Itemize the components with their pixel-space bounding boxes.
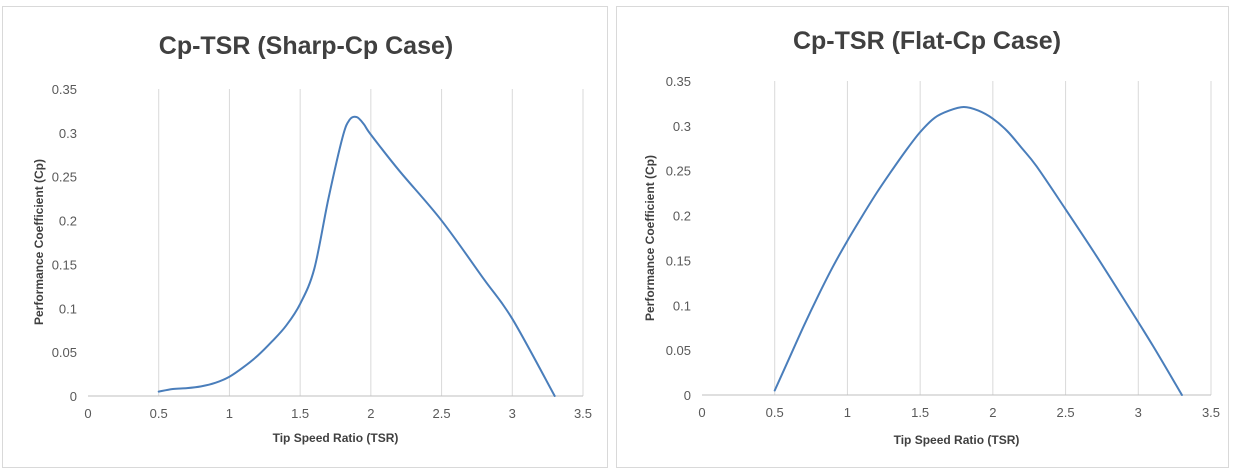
x-tick-label: 1.5 (911, 405, 929, 420)
x-tick-label: 0.5 (766, 405, 784, 420)
y-tick-label: 0.35 (666, 74, 691, 89)
y-tick-label: 0.05 (666, 343, 691, 358)
y-tick-label: 0.2 (673, 209, 691, 224)
x-tick-label: 3.5 (574, 406, 592, 421)
x-tick-label: 0 (84, 406, 91, 421)
y-tick-label: 0.2 (59, 214, 77, 229)
y-tick-label: 0.3 (59, 126, 77, 141)
y-tick-label: 0.1 (59, 301, 77, 316)
x-tick-label: 2 (989, 405, 996, 420)
y-tick-label: 0.25 (52, 170, 77, 185)
x-axis-title: Tip Speed Ratio (TSR) (273, 431, 399, 445)
y-tick-label: 0.25 (666, 164, 691, 179)
x-tick-label: 3.5 (1202, 405, 1220, 420)
chart-svg-flat: Cp-TSR (Flat-Cp Case) 0 0.5 1 1.5 2 2.5 3 3.5 0 0.… (643, 27, 1220, 447)
chart-title: Cp-TSR (Sharp-Cp Case) (159, 32, 453, 60)
x-tick-label: 2 (367, 406, 374, 421)
y-tick-label: 0.3 (673, 119, 691, 134)
chart-svg-sharp: Cp-TSR (Sharp-Cp Case) 0 0.5 1 1.5 2 2.5 3 3.5 0 0… (32, 32, 592, 445)
x-tick-label: 3 (1135, 405, 1142, 420)
y-tick-label: 0.05 (52, 345, 77, 360)
y-tick-label: 0.15 (52, 257, 77, 272)
x-tick-label: 1 (226, 406, 233, 421)
x-tick-label: 0 (698, 405, 705, 420)
x-tick-label: 3 (509, 406, 516, 421)
chart-panel-flat: Cp-TSR (Flat-Cp Case) 0 0.5 1 1.5 2 2.5 3 3.5 0 0.… (616, 6, 1229, 468)
y-axis-title: Performance Coefficient (Cp) (643, 155, 657, 321)
chart-panel-sharp: Cp-TSR (Sharp-Cp Case) 0 0.5 1 1.5 2 2.5 3 3.5 0 0… (2, 6, 608, 468)
series-line-sharp (157, 115, 556, 397)
x-tick-label: 2.5 (1057, 405, 1075, 420)
y-axis-title: Performance Coefficient (Cp) (32, 159, 46, 325)
y-tick-label: 0.15 (666, 253, 691, 268)
y-tick-label: 0.1 (673, 298, 691, 313)
x-tick-label: 2.5 (433, 406, 451, 421)
x-axis-title: Tip Speed Ratio (TSR) (894, 433, 1020, 447)
x-tick-label: 1 (844, 405, 851, 420)
x-tick-label: 1.5 (291, 406, 309, 421)
series-line-flat (773, 106, 1183, 396)
y-tick-label: 0 (684, 388, 691, 403)
y-tick-label: 0 (70, 389, 77, 404)
x-tick-label: 0.5 (150, 406, 168, 421)
y-tick-label: 0.35 (52, 82, 77, 97)
chart-title: Cp-TSR (Flat-Cp Case) (793, 27, 1061, 55)
